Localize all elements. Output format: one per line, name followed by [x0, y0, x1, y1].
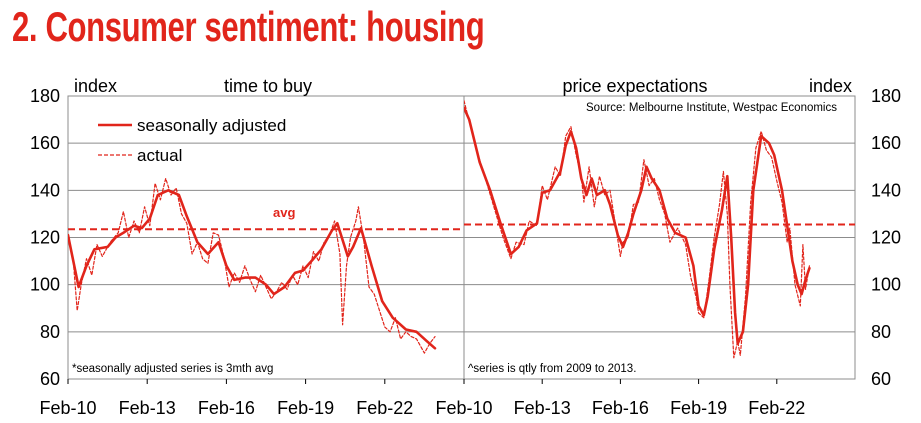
- left-xtick-Feb-19: Feb-19: [277, 398, 334, 418]
- left-ytick-80: 80: [40, 322, 60, 342]
- right-ytick-120: 120: [871, 228, 901, 248]
- legend-dashed-label: actual: [137, 146, 182, 165]
- left-ytick-160: 160: [30, 133, 60, 153]
- left-series-seasonally-adjusted: [68, 189, 437, 350]
- right-panel-title: price expectations: [562, 76, 707, 96]
- left-xtick-Feb-13: Feb-13: [119, 398, 176, 418]
- source-note: Source: Melbourne Institute, Westpac Eco…: [586, 102, 837, 114]
- right-ytick-60: 60: [871, 369, 891, 389]
- left-xtick-Feb-16: Feb-16: [198, 398, 255, 418]
- avg-label: avg: [273, 205, 295, 220]
- right-ylabel: index: [809, 76, 852, 96]
- left-series-actual: [68, 177, 436, 354]
- left-ytick-120: 120: [30, 228, 60, 248]
- left-note: *seasonally adjusted series is 3mth avg: [72, 363, 273, 375]
- left-ytick-100: 100: [30, 275, 60, 295]
- avg-layer: [68, 223, 855, 231]
- right-xtick-Feb-10: Feb-10: [435, 398, 492, 418]
- left-ytick-60: 60: [40, 369, 60, 389]
- left-ytick-140: 140: [30, 180, 60, 200]
- legend-solid-label: seasonally adjusted: [137, 116, 286, 135]
- right-xtick-Feb-22: Feb-22: [748, 398, 805, 418]
- left-ylabel: index: [74, 76, 117, 96]
- figure-title: 2. Consumer sentiment: housing: [12, 3, 485, 50]
- right-ytick-80: 80: [871, 322, 891, 342]
- right-series-actual: [464, 100, 810, 359]
- tick-layer: 60 80 100 120 140 160 180 Feb-10 Feb-13 Feb-16 Feb…: [30, 86, 901, 418]
- right-series-group: [464, 100, 811, 359]
- right-series-seasonally-adjusted: [464, 106, 811, 345]
- right-xtick-Feb-16: Feb-16: [592, 398, 649, 418]
- right-ytick-140: 140: [871, 180, 901, 200]
- right-ytick-100: 100: [871, 275, 901, 295]
- right-ytick-180: 180: [871, 86, 901, 106]
- right-xtick-Feb-19: Feb-19: [670, 398, 727, 418]
- left-panel-title: time to buy: [224, 76, 312, 96]
- right-ytick-160: 160: [871, 133, 901, 153]
- left-series-group: [68, 177, 437, 354]
- left-xtick-Feb-22: Feb-22: [356, 398, 413, 418]
- grid-layer: [67, 95, 856, 384]
- left-xtick-Feb-10: Feb-10: [39, 398, 96, 418]
- left-ytick-180: 180: [30, 86, 60, 106]
- right-xtick-Feb-13: Feb-13: [514, 398, 571, 418]
- right-note: ^series is qtly from 2009 to 2013.: [468, 363, 636, 375]
